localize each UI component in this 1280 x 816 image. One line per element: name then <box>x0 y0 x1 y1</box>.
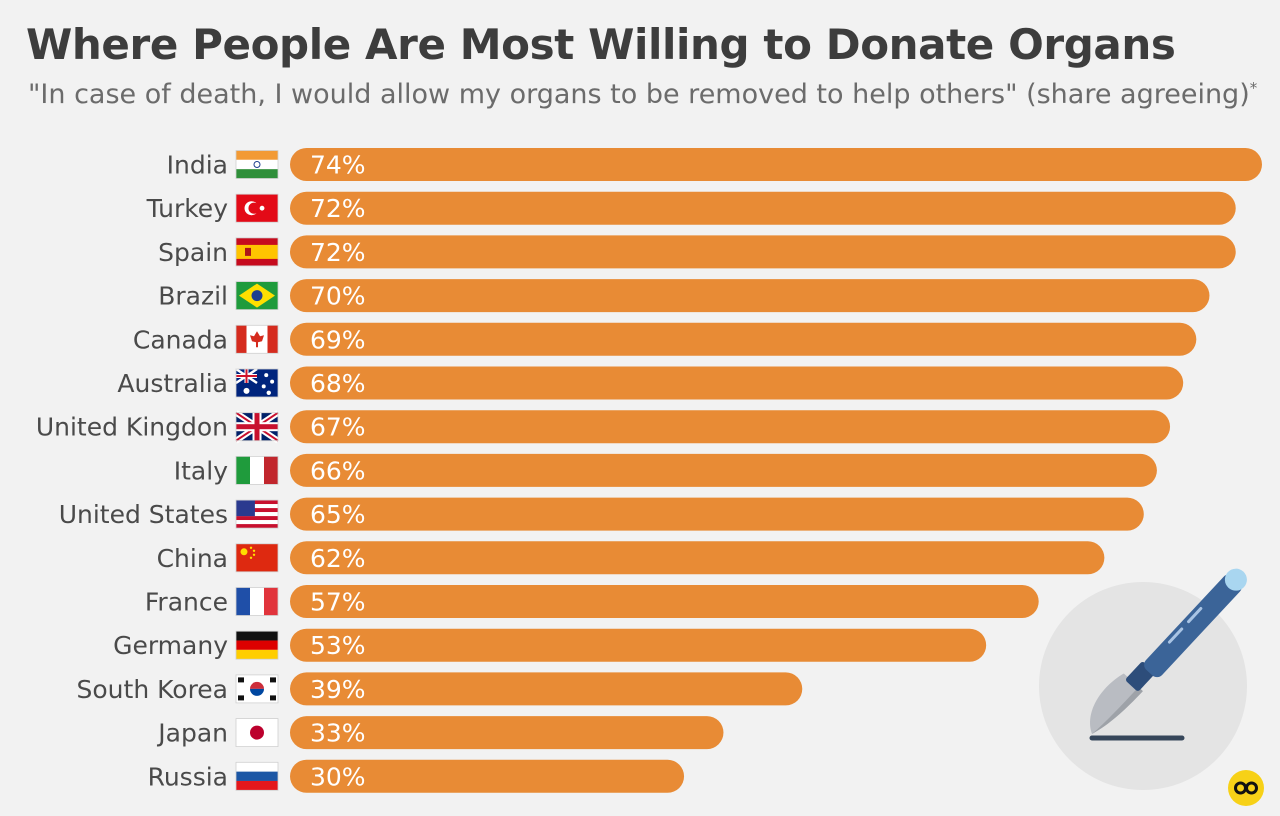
japan-flag-icon <box>235 718 279 747</box>
australia-flag-icon <box>235 367 279 398</box>
scalpel-handle-notch <box>1167 627 1184 644</box>
bar-row: 69% Canada <box>133 322 1197 356</box>
category-label: South Korea <box>77 675 228 704</box>
scalpel-blade-edge <box>1092 687 1143 734</box>
brazil-flag-icon <box>235 281 279 311</box>
value-label: 70% <box>310 282 366 311</box>
germany-flag-icon <box>235 630 279 660</box>
category-label: United States <box>59 500 228 529</box>
bar-row: 70% Brazil <box>158 279 1210 313</box>
bar-india <box>290 148 1262 181</box>
value-label: 74% <box>310 151 366 180</box>
italy-flag-icon <box>235 455 279 485</box>
spain-flag-icon <box>235 237 279 267</box>
bar-row: 30% Russia <box>148 759 685 793</box>
subtitle-text: "In case of death, I would allow my orga… <box>28 79 1250 110</box>
category-label: China <box>157 544 228 573</box>
scalpel-handle <box>1144 574 1242 678</box>
subtitle-footnote-mark: * <box>1249 79 1258 97</box>
bar-united-states <box>290 497 1144 531</box>
scalpel-handle-tip <box>1224 568 1247 591</box>
south-korea-flag-icon <box>235 674 279 704</box>
bar-row: 62% China <box>157 541 1105 575</box>
bar-row: 53% Germany <box>113 628 987 662</box>
bar-china <box>290 541 1105 575</box>
bar-row: 65% United States <box>59 497 1144 531</box>
category-label: Russia <box>148 762 228 791</box>
value-label: 30% <box>310 762 366 791</box>
category-label: France <box>145 588 228 617</box>
value-label: 72% <box>310 238 366 267</box>
canada-flag-icon <box>235 324 279 354</box>
value-label: 72% <box>310 194 366 223</box>
value-label: 66% <box>310 456 366 485</box>
china-flag-icon <box>235 543 279 573</box>
chart-subtitle: "In case of death, I would allow my orga… <box>28 79 1257 110</box>
bar-row: 67% United Kingdon <box>36 410 1171 444</box>
turkey-flag-icon <box>235 193 279 223</box>
bar-row: 72% Spain <box>158 235 1236 269</box>
bar-row: 66% Italy <box>174 453 1157 487</box>
scalpel-handle-notch <box>1187 607 1203 624</box>
bar-united-kingdom <box>290 410 1171 444</box>
statista-logo-icon <box>1228 770 1264 806</box>
bar-south-korea <box>290 672 803 706</box>
value-label: 57% <box>310 588 366 617</box>
bar-row: 72% Turkey <box>146 191 1236 225</box>
bar-brazil <box>290 279 1210 313</box>
bar-japan <box>290 716 724 750</box>
scalpel-blade <box>1090 673 1143 734</box>
india-flag-icon <box>235 150 279 179</box>
united-kingdom-flag-icon <box>234 410 280 444</box>
bar-row: 57% France <box>145 585 1039 618</box>
bar-france <box>290 585 1039 618</box>
value-label: 62% <box>310 544 366 573</box>
category-label: Japan <box>156 719 228 748</box>
bar-row: 74% India <box>167 148 1262 181</box>
category-label: India <box>167 151 228 180</box>
bar-row: 39% South Korea <box>77 672 803 706</box>
bar-australia <box>290 366 1184 400</box>
value-label: 67% <box>310 413 366 442</box>
value-label: 53% <box>310 631 366 660</box>
bar-row: 33% Japan <box>156 716 724 750</box>
category-label: United Kingdon <box>36 413 228 442</box>
bar-italy <box>290 453 1157 487</box>
category-label: Germany <box>113 631 228 660</box>
bar-canada <box>290 322 1197 356</box>
bar-turkey <box>290 191 1236 225</box>
russia-flag-icon <box>235 761 279 791</box>
bar-spain <box>290 235 1236 269</box>
france-flag-icon <box>235 587 279 616</box>
value-label: 39% <box>310 675 366 704</box>
chart-title: Where People Are Most Willing to Donate … <box>26 20 1176 69</box>
category-label: Turkey <box>146 194 229 223</box>
category-label: Spain <box>158 238 228 267</box>
bar-germany <box>290 628 987 662</box>
united-states-flag-icon <box>235 499 279 529</box>
bar-russia <box>290 759 685 793</box>
value-label: 69% <box>310 325 366 354</box>
category-label: Italy <box>174 456 228 485</box>
scalpel-icon <box>1039 568 1247 790</box>
category-label: Brazil <box>158 282 228 311</box>
category-label: Australia <box>117 369 228 398</box>
category-label: Canada <box>133 325 228 354</box>
value-label: 65% <box>310 500 366 529</box>
bar-row: 68% Australia <box>117 366 1184 400</box>
value-label: 33% <box>310 719 366 748</box>
value-label: 68% <box>310 369 366 398</box>
